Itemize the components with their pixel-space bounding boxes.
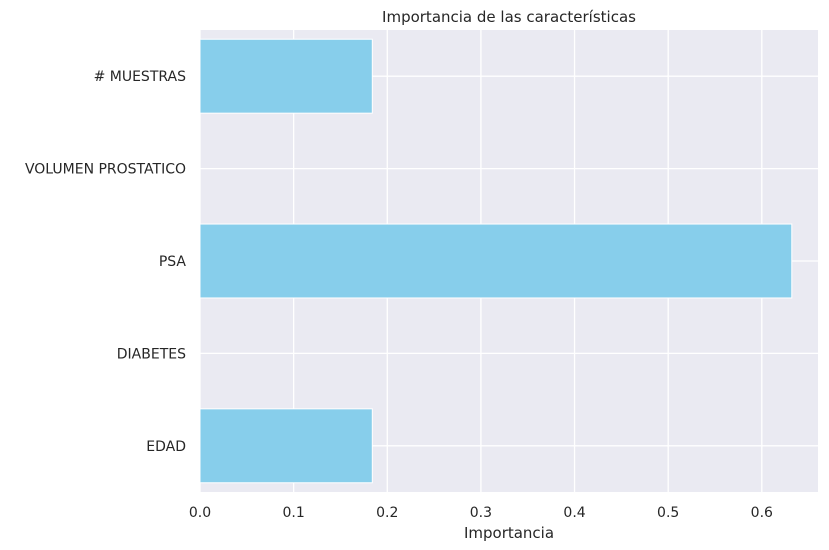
y-tick-label-4: # MUESTRAS (94, 69, 187, 85)
x-tick-label-2: 0.2 (376, 505, 398, 521)
x-tick-label-4: 0.4 (563, 505, 585, 521)
x-axis-title: Importancia (464, 524, 554, 542)
y-tick-label-1: DIABETES (117, 346, 186, 362)
x-tick-label-5: 0.5 (657, 505, 679, 521)
y-tick-label-0: EDAD (146, 439, 186, 455)
y-tick-label-3: VOLUMEN PROSTATICO (25, 162, 186, 178)
y-axis-tick-labels: EDAD DIABETES PSA VOLUMEN PROSTATICO # MUEST… (25, 69, 186, 455)
y-tick-label-2: PSA (159, 254, 187, 270)
bars (199, 38, 793, 484)
x-tick-label-3: 0.3 (470, 505, 492, 521)
x-tick-label-1: 0.1 (283, 505, 305, 521)
chart-title: Importancia de las características (382, 8, 636, 26)
bar-edad (199, 408, 373, 484)
x-tick-label-0: 0.0 (189, 505, 211, 521)
bar-muestras (199, 38, 373, 114)
x-axis-tick-labels: 0.0 0.1 0.2 0.3 0.4 0.5 0.6 (189, 505, 773, 521)
x-tick-label-6: 0.6 (751, 505, 773, 521)
bar-psa (199, 223, 793, 299)
